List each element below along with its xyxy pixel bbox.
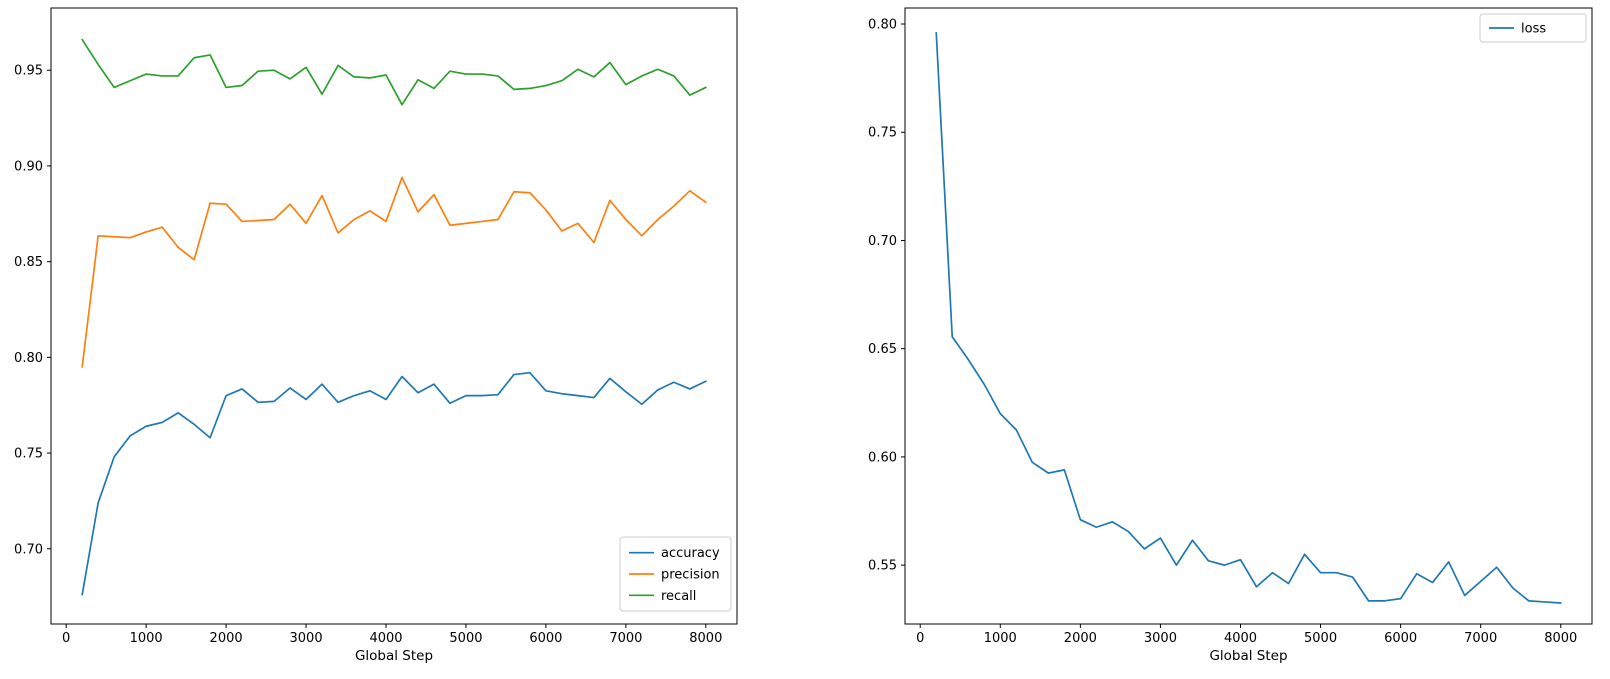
metrics-chart-y-tick-label: 0.90 xyxy=(14,159,43,174)
metrics-chart-x-tick-label: 6000 xyxy=(529,631,562,646)
loss-chart-x-tick-label: 6000 xyxy=(1384,631,1417,646)
metrics-chart-y-tick-label: 0.85 xyxy=(14,255,43,270)
loss-chart-y-tick-label: 0.80 xyxy=(868,18,897,33)
loss-chart-y-tick-label: 0.55 xyxy=(868,559,897,574)
loss-chart-x-tick-label: 1000 xyxy=(984,631,1017,646)
metrics-chart-axes-frame xyxy=(50,7,738,625)
loss-chart-series-loss xyxy=(935,31,1562,604)
metrics-chart-y-tick-label: 0.70 xyxy=(14,542,43,557)
metrics-chart-legend-box xyxy=(619,536,732,612)
metrics-chart-y-tick-label: 0.95 xyxy=(14,64,43,79)
metrics-chart-x-tick-label: 7000 xyxy=(609,631,642,646)
loss-chart-x-tick-label: 0 xyxy=(916,631,924,646)
loss-chart-y-tick-label: 0.60 xyxy=(868,450,897,465)
loss-chart-x-tick-label: 2000 xyxy=(1064,631,1097,646)
loss-chart-y-tick-label: 0.65 xyxy=(868,342,897,357)
loss-chart-x-tick-label: 5000 xyxy=(1304,631,1337,646)
loss-chart-xlabel: Global Step xyxy=(1209,648,1287,664)
metrics-chart-legend-label-precision: precision xyxy=(661,568,720,583)
metrics-chart-y-tick-label: 0.80 xyxy=(14,351,43,366)
loss-chart-x-tick-label: 7000 xyxy=(1464,631,1497,646)
loss-chart-axes-frame xyxy=(904,7,1593,625)
metrics-chart-x-tick-label: 2000 xyxy=(210,631,243,646)
loss-chart-x-tick-label: 8000 xyxy=(1544,631,1577,646)
metrics-chart-series-accuracy xyxy=(81,371,707,596)
metrics-chart-x-tick-label: 5000 xyxy=(449,631,482,646)
loss-chart-x-tick-label: 4000 xyxy=(1224,631,1257,646)
metrics-chart-series-precision xyxy=(81,176,707,368)
metrics-chart-legend-label-recall: recall xyxy=(661,589,696,604)
metrics-chart-x-tick-label: 0 xyxy=(62,631,70,646)
metrics-chart-y-tick-label: 0.75 xyxy=(14,447,43,462)
metrics-chart-legend-label-accuracy: accuracy xyxy=(661,546,720,561)
loss-chart: 0 1000 2000 3000 4000 5000 6000 7000 8000 0.55 0.6… xyxy=(868,7,1593,664)
loss-chart-legend-box xyxy=(1479,13,1587,43)
metrics-chart-x-tick-label: 1000 xyxy=(130,631,163,646)
metrics-chart: 0 1000 2000 3000 4000 5000 6000 7000 8000 0.70 0.7… xyxy=(14,7,738,664)
metrics-chart-xlabel: Global Step xyxy=(355,648,433,664)
loss-chart-x-tick-label: 3000 xyxy=(1144,631,1177,646)
loss-chart-y-tick-label: 0.75 xyxy=(868,126,897,141)
metrics-chart-x-tick-label: 4000 xyxy=(369,631,402,646)
metrics-chart-x-tick-label: 8000 xyxy=(689,631,722,646)
metrics-chart-series-recall xyxy=(81,38,707,106)
loss-chart-y-tick-label: 0.70 xyxy=(868,234,897,249)
loss-chart-legend: loss xyxy=(1479,13,1587,43)
metrics-chart-x-tick-label: 3000 xyxy=(290,631,323,646)
metrics-chart-legend: accuracy precision recall xyxy=(619,536,732,612)
loss-chart-legend-label-loss: loss xyxy=(1521,22,1546,37)
